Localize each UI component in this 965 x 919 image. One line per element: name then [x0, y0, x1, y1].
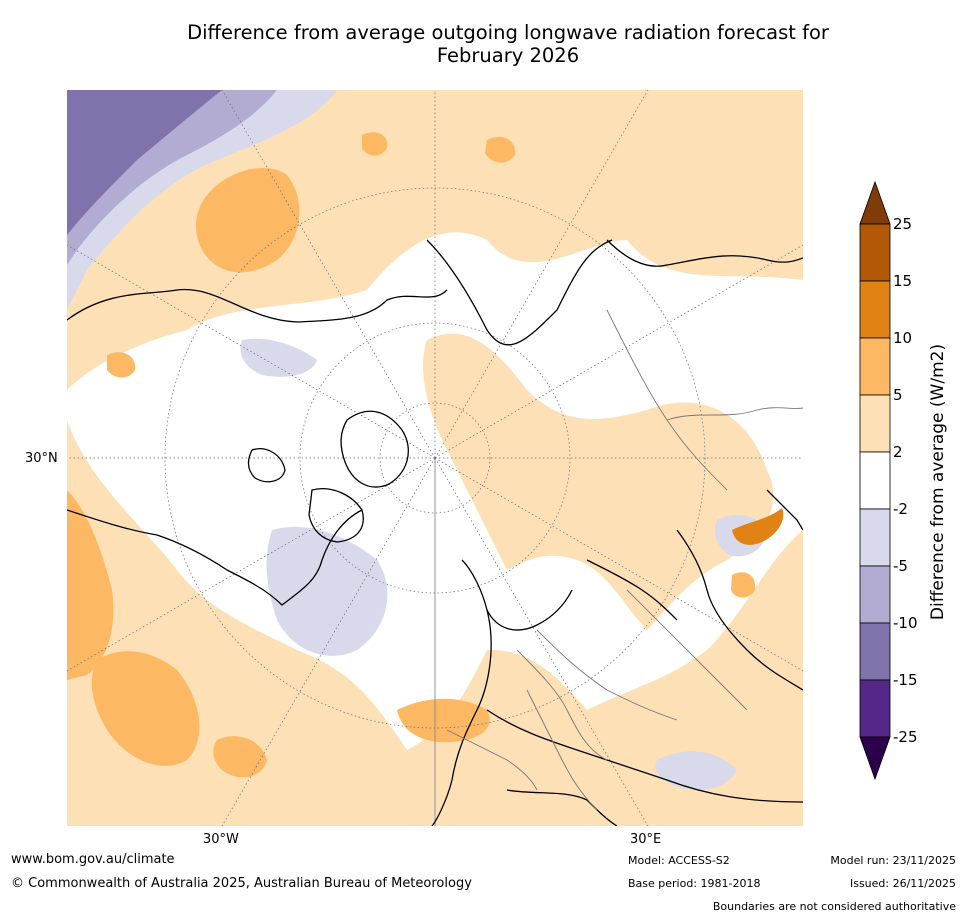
- anomaly-orange-north-atlantic: [91, 651, 200, 766]
- colorbar-tick-label: -2: [893, 500, 908, 518]
- colorbar-segment: [859, 337, 891, 396]
- country-borders: [446, 309, 803, 811]
- colorbar-segments: [859, 180, 891, 781]
- footer-model-run: Model run: 23/11/2025: [830, 854, 956, 867]
- coastlines: [67, 239, 803, 826]
- graticule: [164, 187, 706, 729]
- colorbar-segment: [859, 622, 891, 681]
- anomaly-orange-small-1: [362, 132, 388, 156]
- anomaly-orange-japan: [732, 508, 784, 545]
- footer-website[interactable]: www.bom.gov.au/climate: [11, 852, 175, 867]
- colorbar-segment: [859, 679, 891, 738]
- colorbar-tick-label: 25: [893, 215, 913, 233]
- anomaly-purple-north-america: [266, 526, 388, 656]
- colorbar-arrow-min: [859, 736, 891, 781]
- anomaly-orange-north-pacific: [195, 167, 300, 273]
- anomaly-orange-north-atlantic-west: [67, 490, 114, 680]
- footer-base-period: Base period: 1981-2018: [628, 877, 761, 890]
- footer-copyright: © Commonwealth of Australia 2025, Austra…: [11, 876, 472, 891]
- lon-label-30e: 30°E: [630, 832, 662, 847]
- colorbar-tick-label: 5: [893, 386, 903, 404]
- colorbar-tick-label: -15: [893, 671, 918, 689]
- colorbar-arrow-max: [859, 180, 891, 225]
- title-line-1: Difference from average outgoing longwav…: [187, 21, 829, 44]
- colorbar: [859, 180, 891, 781]
- colorbar-tick-label: 2: [893, 443, 903, 461]
- anomaly-orange-small-3: [107, 352, 136, 378]
- footer-model: Model: ACCESS-S2: [628, 854, 730, 867]
- colorbar-tick-label: -10: [893, 614, 918, 632]
- polar-map: [67, 90, 803, 826]
- colorbar-segment: [859, 451, 891, 510]
- footer-disclaimer: Boundaries are not considered authoritat…: [712, 900, 956, 913]
- colorbar-segment: [859, 280, 891, 339]
- colorbar-tick-label: 10: [893, 329, 913, 347]
- anomaly-orange-atlantic-patch: [213, 736, 267, 778]
- colorbar-tick-label: -25: [893, 728, 918, 746]
- anomaly-purple-top-left-dark: [67, 90, 222, 235]
- anomaly-orange-small-4: [731, 572, 756, 598]
- meridians: [67, 90, 803, 826]
- colorbar-title: Difference from average (W/m2): [928, 343, 948, 621]
- anomaly-purple-north-africa: [655, 751, 737, 790]
- colorbar-segment: [859, 394, 891, 453]
- footer-issued: Issued: 26/11/2025: [849, 877, 956, 890]
- title-line-2: February 2026: [436, 44, 580, 67]
- anomaly-purple-arctic: [240, 338, 317, 377]
- anomaly-orange-small-2: [485, 136, 516, 163]
- colorbar-segment: [859, 565, 891, 624]
- colorbar-segment: [859, 508, 891, 567]
- lon-label-30w: 30°W: [203, 832, 239, 847]
- anomaly-europe-patch: [423, 333, 774, 630]
- colorbar-tick-label: 15: [893, 272, 913, 290]
- chart-title: Difference from average outgoing longwav…: [68, 21, 948, 67]
- colorbar-tick-label: -5: [893, 557, 908, 575]
- lat-label-30n: 30°N: [25, 451, 58, 466]
- colorbar-segment: [859, 223, 891, 282]
